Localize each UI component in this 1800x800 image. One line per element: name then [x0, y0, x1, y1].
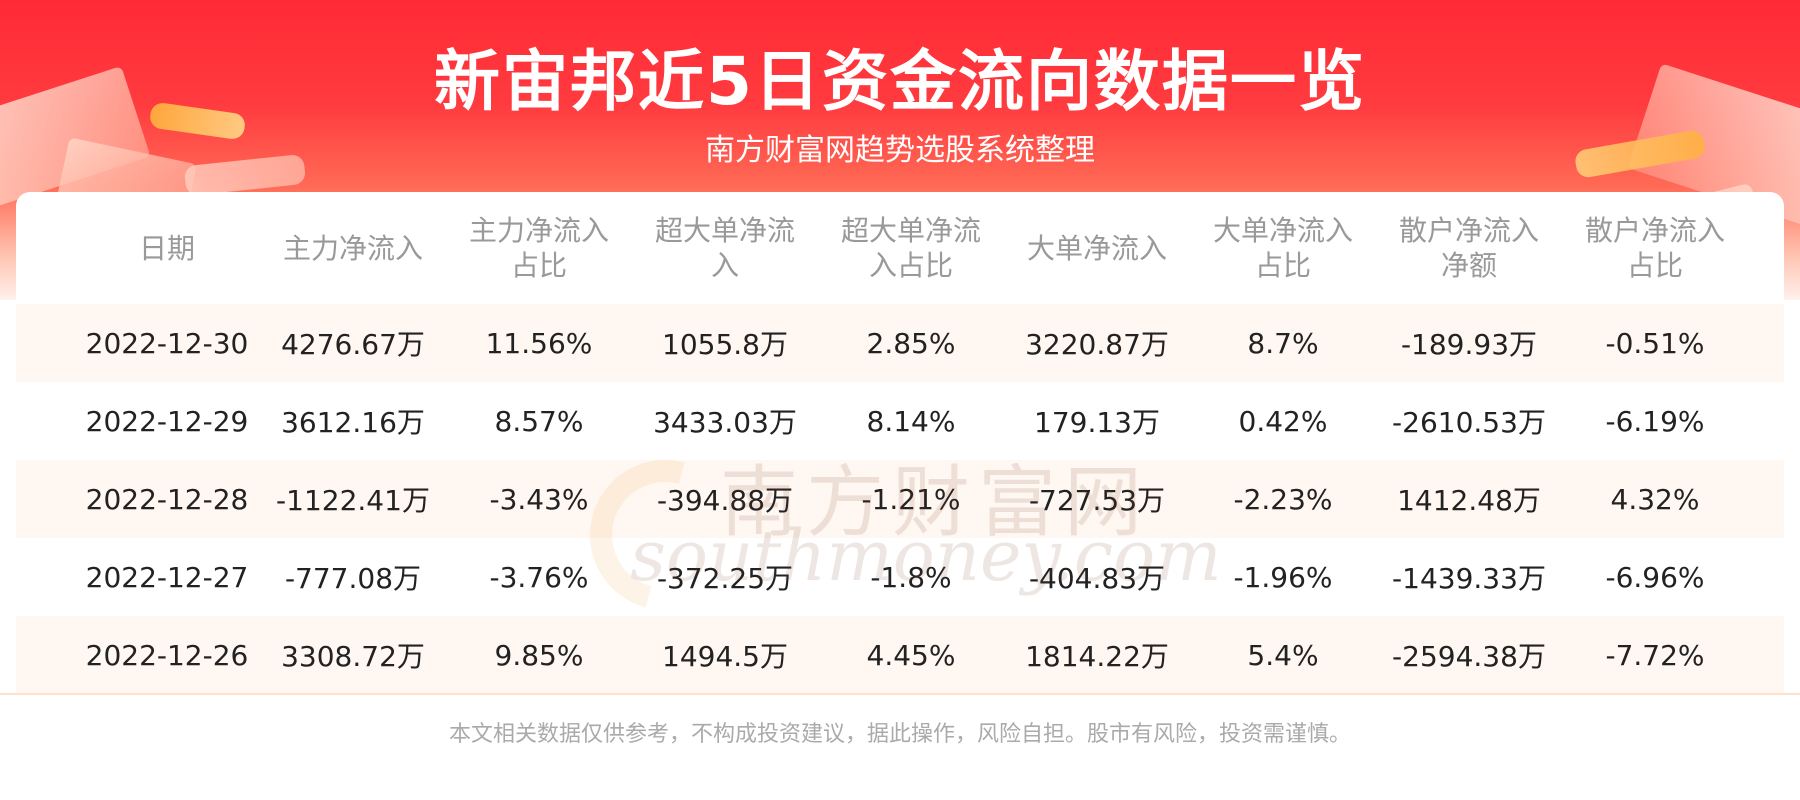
column-header: 超大单净流入 [654, 214, 795, 282]
table-row: 2022-12-27 -777.08万 -3.76% -372.25万 -1.8% -40… [16, 538, 1784, 616]
value-cell: -394.88万 [656, 484, 794, 517]
value-cell: 3308.72万 [281, 640, 425, 673]
value-cell: 1412.48万 [1397, 484, 1541, 517]
value-cell: 11.56% [485, 326, 593, 360]
value-cell: -1.96% [1233, 560, 1333, 594]
date-cell: 2022-12-26 [85, 638, 249, 672]
value-cell: -1439.33万 [1392, 562, 1546, 595]
value-cell: 1055.8万 [662, 328, 788, 361]
value-cell: 5.4% [1247, 638, 1319, 672]
value-cell: -0.51% [1605, 326, 1705, 360]
column-header: 主力净流入 占比 [468, 214, 609, 282]
footer-divider [0, 693, 1800, 695]
value-cell: -727.53万 [1028, 484, 1166, 517]
table-row: 2022-12-29 3612.16万 8.57% 3433.03万 8.14% 179.… [16, 382, 1784, 460]
value-cell: -2.23% [1233, 482, 1333, 516]
value-cell: -372.25万 [656, 562, 794, 595]
column-header: 大单净流入 占比 [1212, 214, 1353, 282]
column-header: 日期 [138, 231, 195, 265]
date-cell: 2022-12-28 [85, 482, 249, 516]
value-cell: 4276.67万 [281, 328, 425, 361]
value-cell: -3.76% [489, 560, 589, 594]
date-cell: 2022-12-29 [85, 404, 249, 438]
value-cell: -189.93万 [1400, 328, 1538, 361]
table-body: 2022-12-30 4276.67万 11.56% 1055.8万 2.85% 3220… [16, 304, 1784, 694]
value-cell: 8.7% [1247, 326, 1319, 360]
value-cell: 0.42% [1238, 404, 1328, 438]
value-cell: 8.57% [494, 404, 584, 438]
value-cell: -7.72% [1605, 638, 1705, 672]
value-cell: 3220.87万 [1025, 328, 1169, 361]
date-cell: 2022-12-30 [85, 326, 249, 360]
value-cell: 179.13万 [1034, 406, 1160, 439]
column-header: 散户净流入 占比 [1584, 214, 1725, 282]
value-cell: 8.14% [866, 404, 956, 438]
column-header: 主力净流入 [282, 231, 423, 265]
value-cell: -6.19% [1605, 404, 1705, 438]
table-row: 2022-12-28 -1122.41万 -3.43% -394.88万 -1.21% -… [16, 460, 1784, 538]
table-row: 2022-12-26 3308.72万 9.85% 1494.5万 4.45% 1814.… [16, 616, 1784, 694]
value-cell: 4.32% [1610, 482, 1700, 516]
column-header: 大单净流入 [1026, 231, 1167, 265]
value-cell: 1814.22万 [1025, 640, 1169, 673]
table-card: 日期 主力净流入 主力净流入 占比 超大单净流入超大单净流 入占比 大单净流入 大单净流入 占比… [16, 192, 1784, 697]
value-cell: -777.08万 [284, 562, 422, 595]
column-header: 超大单净流 入占比 [840, 214, 981, 282]
value-cell: -3.43% [489, 482, 589, 516]
value-cell: 3612.16万 [281, 406, 425, 439]
value-cell: 2.85% [866, 326, 956, 360]
value-cell: -2610.53万 [1392, 406, 1546, 439]
value-cell: 9.85% [494, 638, 584, 672]
date-cell: 2022-12-27 [85, 560, 249, 594]
value-cell: 4.45% [866, 638, 956, 672]
page-subtitle: 南方财富网趋势选股系统整理 [705, 133, 1095, 168]
value-cell: 1494.5万 [662, 640, 788, 673]
value-cell: -404.83万 [1028, 562, 1166, 595]
table-row: 2022-12-30 4276.67万 11.56% 1055.8万 2.85% 3220… [16, 304, 1784, 382]
value-cell: -6.96% [1605, 560, 1705, 594]
table-header-row: 日期 主力净流入 主力净流入 占比 超大单净流入超大单净流 入占比 大单净流入 大单净流入 占比… [16, 192, 1784, 304]
value-cell: -1.21% [861, 482, 961, 516]
value-cell: -1.8% [870, 560, 952, 594]
page-title: 新宙邦近5日资金流向数据一览 [434, 43, 1366, 120]
value-cell: -1122.41万 [276, 484, 430, 517]
value-cell: -2594.38万 [1392, 640, 1546, 673]
disclaimer-text: 本文相关数据仅供参考，不构成投资建议，据此操作，风险自担。股市有风险，投资需谨慎… [448, 722, 1351, 747]
value-cell: 3433.03万 [653, 406, 797, 439]
column-header: 散户净流入 净额 [1398, 214, 1539, 282]
